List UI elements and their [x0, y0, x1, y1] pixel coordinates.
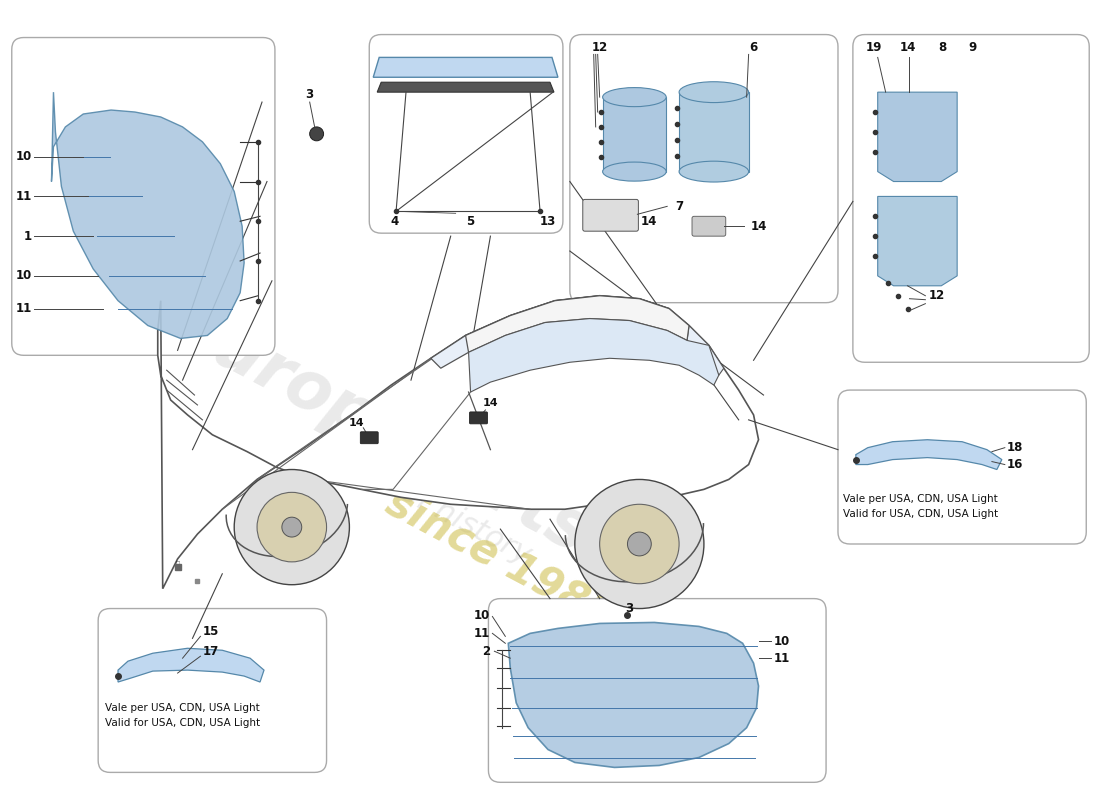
Polygon shape	[157, 296, 759, 589]
Circle shape	[310, 127, 323, 141]
Text: 15: 15	[202, 625, 219, 638]
Text: 11: 11	[773, 652, 790, 665]
FancyBboxPatch shape	[488, 598, 826, 782]
Polygon shape	[878, 92, 957, 182]
Polygon shape	[431, 296, 669, 368]
Ellipse shape	[603, 162, 667, 181]
Text: Valid for USA, CDN, USA Light: Valid for USA, CDN, USA Light	[106, 718, 261, 728]
Ellipse shape	[679, 82, 749, 102]
Text: Valid for USA, CDN, USA Light: Valid for USA, CDN, USA Light	[843, 510, 998, 519]
Text: 12: 12	[592, 41, 608, 54]
Text: 14: 14	[483, 398, 498, 408]
FancyBboxPatch shape	[583, 199, 638, 231]
FancyBboxPatch shape	[679, 92, 749, 171]
Polygon shape	[373, 58, 558, 78]
Polygon shape	[856, 440, 1002, 470]
Circle shape	[627, 532, 651, 556]
FancyBboxPatch shape	[570, 34, 838, 302]
Polygon shape	[465, 296, 689, 352]
Circle shape	[282, 517, 301, 537]
Polygon shape	[878, 197, 957, 286]
Text: 18: 18	[1006, 441, 1023, 454]
Text: 10: 10	[773, 635, 790, 648]
Polygon shape	[377, 82, 554, 92]
Text: 5: 5	[466, 214, 475, 228]
Text: 14: 14	[750, 220, 767, 233]
Polygon shape	[508, 622, 759, 767]
Text: europaparts: europaparts	[162, 293, 601, 567]
Text: 14: 14	[900, 41, 915, 54]
FancyBboxPatch shape	[361, 432, 378, 444]
Text: 9: 9	[968, 41, 976, 54]
Text: 6: 6	[749, 41, 758, 54]
Text: 10: 10	[474, 609, 491, 622]
Text: 3: 3	[626, 602, 634, 615]
FancyBboxPatch shape	[852, 34, 1089, 362]
Text: 11: 11	[474, 627, 491, 640]
Text: 16: 16	[1006, 458, 1023, 471]
Text: 14: 14	[349, 418, 364, 428]
Text: Vale per USA, CDN, USA Light: Vale per USA, CDN, USA Light	[106, 703, 260, 713]
Text: 8: 8	[938, 41, 946, 54]
Circle shape	[575, 479, 704, 609]
Text: 11: 11	[15, 190, 32, 203]
Polygon shape	[469, 318, 718, 392]
Text: 10: 10	[15, 270, 32, 282]
Text: 11: 11	[15, 302, 32, 315]
Polygon shape	[118, 648, 264, 682]
Text: 14: 14	[641, 214, 658, 228]
Text: 2: 2	[482, 645, 491, 658]
FancyBboxPatch shape	[98, 609, 327, 772]
Text: 10: 10	[15, 150, 32, 163]
FancyBboxPatch shape	[12, 38, 275, 355]
FancyBboxPatch shape	[603, 97, 667, 171]
Circle shape	[600, 504, 679, 584]
Text: since 1985: since 1985	[379, 481, 621, 637]
FancyBboxPatch shape	[692, 216, 726, 236]
Text: 7: 7	[675, 200, 683, 213]
Text: Vale per USA, CDN, USA Light: Vale per USA, CDN, USA Light	[843, 494, 998, 504]
Polygon shape	[688, 326, 724, 375]
Text: 13: 13	[540, 214, 557, 228]
Text: 🐎: 🐎	[176, 561, 179, 567]
Circle shape	[234, 470, 350, 585]
Text: 4: 4	[390, 214, 398, 228]
Text: 12: 12	[930, 290, 945, 302]
Ellipse shape	[679, 161, 749, 182]
Text: 1: 1	[23, 230, 32, 242]
FancyBboxPatch shape	[370, 34, 563, 233]
Text: a part of history: a part of history	[306, 429, 536, 570]
FancyBboxPatch shape	[470, 412, 487, 424]
Text: 3: 3	[306, 88, 313, 101]
Text: 17: 17	[202, 645, 219, 658]
Text: 19: 19	[866, 41, 882, 54]
Polygon shape	[52, 92, 244, 338]
Ellipse shape	[603, 87, 667, 106]
Circle shape	[257, 492, 327, 562]
FancyBboxPatch shape	[838, 390, 1087, 544]
